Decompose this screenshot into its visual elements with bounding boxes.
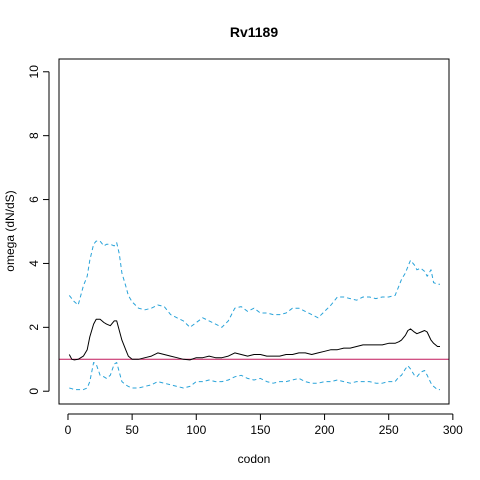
x-tick-label: 250 <box>379 423 399 437</box>
y-tick-label: 2 <box>27 324 41 331</box>
y-axis: 0 2 4 6 8 10 <box>27 65 50 395</box>
plot-frame <box>58 58 450 405</box>
series-line-upper <box>68 240 440 328</box>
chart-title: Rv1189 <box>230 24 278 40</box>
y-axis-label: omega (dN/dS) <box>3 190 17 271</box>
x-tick-label: 200 <box>315 423 335 437</box>
y-tick-label: 6 <box>27 196 41 203</box>
series-layer <box>59 240 449 391</box>
x-tick-label: 300 <box>443 423 463 437</box>
x-tick-label: 100 <box>186 423 206 437</box>
x-tick-label: 0 <box>65 423 72 437</box>
y-tick-label: 8 <box>27 132 41 139</box>
x-axis-label: codon <box>238 452 271 466</box>
y-tick-label: 4 <box>27 260 41 267</box>
y-tick-label: 10 <box>27 65 41 79</box>
series-line-estimate <box>68 318 440 361</box>
y-tick-label: 0 <box>27 388 41 395</box>
x-axis: 0 50 100 150 200 250 300 <box>65 413 463 437</box>
series-line-lower <box>69 362 440 391</box>
x-tick-label: 150 <box>250 423 270 437</box>
x-tick-label: 50 <box>125 423 139 437</box>
